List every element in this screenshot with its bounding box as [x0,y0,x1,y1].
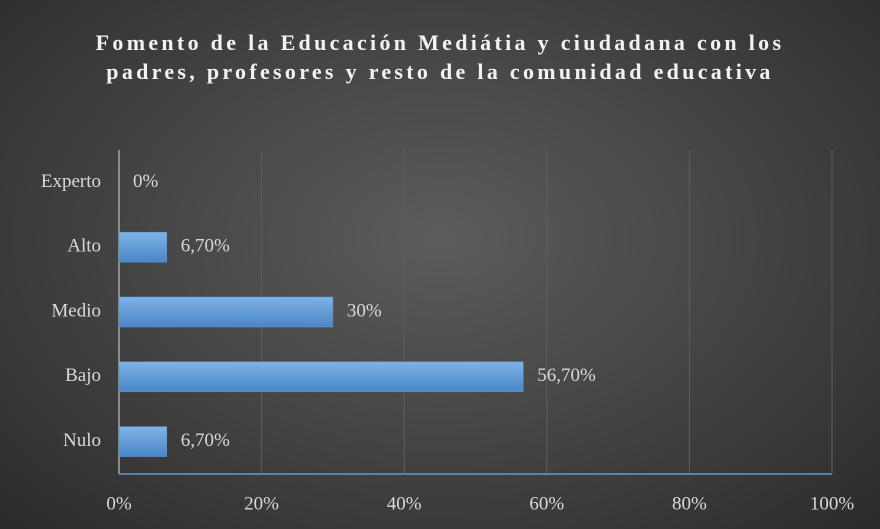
bar [118,231,168,263]
y-tick-label: Bajo [65,365,101,386]
x-tick-label: 60% [529,493,564,514]
x-tick-label: 100% [810,493,855,514]
data-label: 56,70% [537,365,596,386]
x-tick-label: 40% [387,493,422,514]
x-tick-label: 0% [106,493,132,514]
y-tick-label: Experto [41,171,101,192]
y-tick-label: Alto [67,236,101,257]
data-label: 0% [133,171,159,192]
bar [118,296,334,328]
chart-title: Fomento de la Educación Mediátia y ciuda… [95,30,785,84]
x-tick-label: 20% [244,493,279,514]
bar [118,361,524,393]
y-tick-label: Medio [51,300,101,321]
x-tick-label: 80% [672,493,707,514]
data-label: 6,70% [181,236,230,257]
bar [118,426,168,457]
data-label: 30% [347,300,382,321]
y-tick-label: Nulo [63,430,101,451]
data-label: 6,70% [181,430,230,451]
